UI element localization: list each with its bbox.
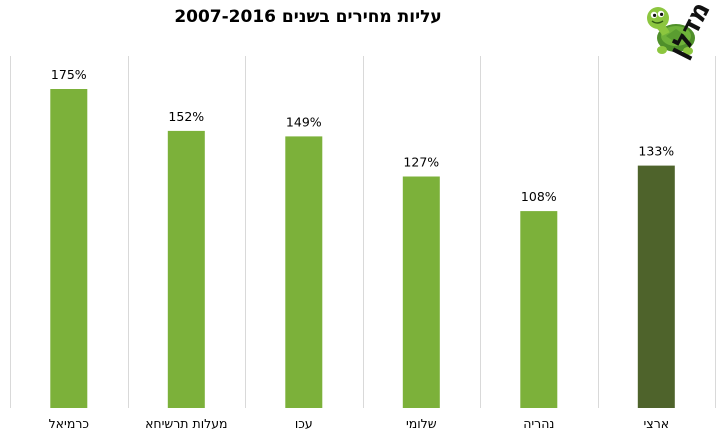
data-label: 133% [638,144,674,159]
bar [637,165,675,408]
x-tick-label: מעלות תרשיחא [145,416,227,431]
turtle-icon [647,7,695,55]
data-label: 149% [286,114,322,129]
x-tick-label: שלומי [406,416,437,431]
data-label: 127% [403,155,439,170]
x-tick-label: ארצי [643,416,669,431]
x-tick-label: עכו [295,416,313,431]
data-label: 152% [168,109,204,124]
bar [402,176,440,408]
chart-title: עליות מחירים בשנים 2007-2016 [174,7,442,27]
data-label: 175% [51,67,87,82]
bar [50,89,88,408]
data-label: 108% [521,189,557,204]
x-tick-label: נהריה [523,416,554,431]
bar [167,130,205,408]
x-tick-label: כרמיאל [49,416,89,431]
bar [520,211,558,408]
bar [285,136,323,408]
